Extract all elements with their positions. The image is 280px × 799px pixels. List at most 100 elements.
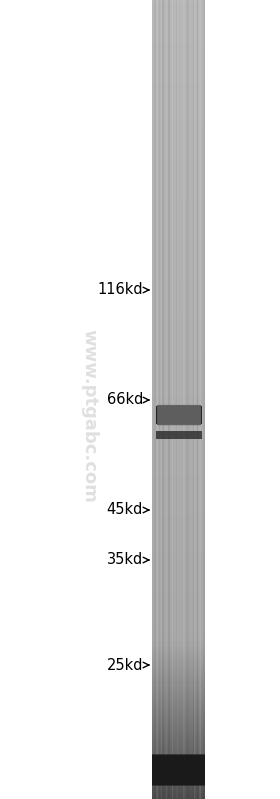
Bar <box>193 0 194 799</box>
Bar <box>152 158 205 160</box>
Bar <box>152 745 205 746</box>
Bar <box>186 0 187 799</box>
Bar <box>152 503 205 505</box>
Bar <box>157 405 201 425</box>
Bar <box>152 444 205 446</box>
Bar <box>152 783 205 785</box>
Bar <box>152 34 205 35</box>
Bar <box>152 727 205 729</box>
Bar <box>152 638 205 639</box>
Bar <box>152 719 205 721</box>
Bar <box>152 229 205 230</box>
Bar <box>152 463 205 465</box>
Bar <box>152 117 205 118</box>
Bar <box>152 344 205 345</box>
Bar <box>152 489 205 491</box>
Bar <box>152 620 205 622</box>
Bar <box>152 267 205 268</box>
Bar <box>152 345 205 347</box>
Bar <box>156 406 202 424</box>
Bar <box>152 524 205 526</box>
Bar <box>152 622 205 623</box>
Bar <box>152 626 205 628</box>
Bar <box>152 401 205 403</box>
Bar <box>152 690 205 692</box>
Bar <box>152 527 205 529</box>
Bar <box>152 109 205 110</box>
Bar <box>152 487 205 489</box>
Bar <box>152 572 205 574</box>
Bar <box>152 748 205 749</box>
Bar <box>152 50 205 51</box>
Bar <box>152 711 205 713</box>
Bar <box>152 778 205 780</box>
Bar <box>152 392 205 393</box>
Bar <box>152 260 205 262</box>
Bar <box>152 192 205 193</box>
Bar <box>152 137 205 139</box>
Bar <box>152 246 205 248</box>
Bar <box>152 126 205 128</box>
Bar <box>152 780 205 781</box>
Bar <box>152 45 205 46</box>
Bar <box>152 674 205 676</box>
Bar <box>152 761 205 762</box>
Bar <box>152 176 205 177</box>
Bar <box>152 66 205 67</box>
Bar <box>152 578 205 580</box>
Bar <box>152 425 205 427</box>
Bar <box>152 740 205 741</box>
Bar <box>152 69 205 70</box>
Bar <box>152 406 205 407</box>
Bar <box>152 550 205 551</box>
Bar <box>163 0 164 799</box>
Bar <box>152 284 205 286</box>
Bar <box>152 184 205 185</box>
Bar <box>152 249 205 251</box>
Bar <box>152 243 205 244</box>
Bar <box>152 200 205 201</box>
Bar <box>152 150 205 152</box>
Bar <box>152 91 205 93</box>
Bar <box>152 465 205 467</box>
Bar <box>152 562 205 564</box>
Bar <box>152 689 205 690</box>
Bar <box>156 431 202 439</box>
Bar <box>152 630 205 631</box>
Bar <box>152 42 205 43</box>
Bar <box>152 189 205 190</box>
Bar <box>152 598 205 599</box>
Bar <box>152 177 205 179</box>
Bar <box>152 441 205 443</box>
Bar <box>152 372 205 374</box>
Bar <box>152 360 205 361</box>
Bar <box>152 684 205 686</box>
Bar <box>152 67 205 69</box>
Bar <box>152 718 205 719</box>
Bar <box>162 0 163 799</box>
Bar <box>152 531 205 532</box>
Bar <box>152 288 205 289</box>
Text: 25kd: 25kd <box>106 658 143 673</box>
Bar <box>156 431 202 439</box>
Bar <box>152 157 205 158</box>
Bar <box>152 449 205 451</box>
Bar <box>152 607 205 609</box>
Bar <box>176 0 178 799</box>
Bar <box>152 436 205 438</box>
Bar <box>152 152 205 153</box>
Bar <box>152 21 205 22</box>
Bar <box>152 694 205 695</box>
Bar <box>152 423 205 425</box>
Bar <box>152 417 205 419</box>
Bar <box>152 139 205 141</box>
Bar <box>152 428 205 430</box>
Bar <box>152 396 205 398</box>
Bar <box>152 596 205 598</box>
Bar <box>152 374 205 376</box>
Bar <box>152 452 205 454</box>
Bar <box>152 142 205 144</box>
Bar <box>152 633 205 634</box>
Bar <box>152 443 205 444</box>
Bar <box>152 94 205 96</box>
